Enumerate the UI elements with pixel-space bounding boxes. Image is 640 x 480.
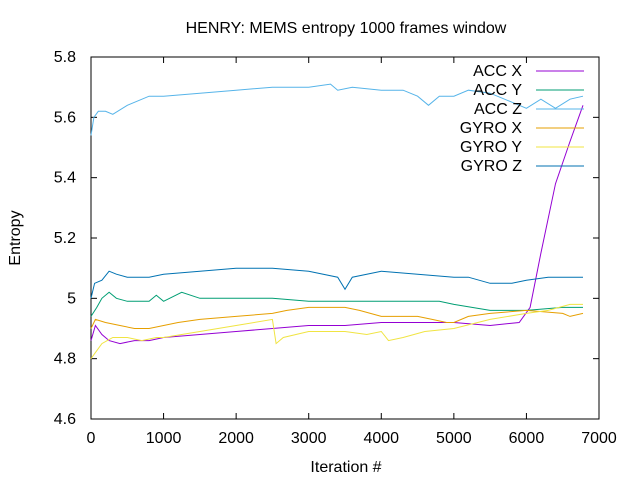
x-tick-label: 4000 [363,430,399,447]
x-tick-label: 1000 [146,430,182,447]
y-tick-label: 5.2 [54,230,76,247]
legend-label-acc-y: ACC Y [473,82,522,99]
chart-title: HENRY: MEMS entropy 1000 frames window [186,20,507,37]
legend-label-gyro-z: GYRO Z [461,158,523,175]
y-tick-label: 5.4 [54,170,76,187]
y-tick-label: 4.6 [54,411,76,428]
series-lines [90,83,584,359]
y-axis-title: Entropy [7,210,24,265]
y-tick-label: 4.8 [54,351,76,368]
x-tick-label: 3000 [291,430,327,447]
x-tick-label: 5000 [436,430,472,447]
x-axis-title: Iteration # [310,459,381,476]
x-tick-label: 0 [87,430,96,447]
legend-label-acc-x: ACC X [473,63,522,80]
series-line-acc-y [90,291,583,317]
y-tick-label: 5.8 [54,49,76,66]
series-line-acc-x [90,105,584,345]
legend-label-gyro-x: GYRO X [460,120,523,137]
axis-ticks: 0 1000 2000 3000 4000 5000 6000 7000 4.6 4.8 5 5.2 5… [54,49,617,447]
legend-label-acc-z: ACC Z [474,101,522,118]
series-line-acc-z [90,83,584,136]
x-tick-label: 7000 [581,430,617,447]
series-line-gyro-z [90,267,583,299]
plot-area-frame [90,56,600,420]
legend-label-gyro-y: GYRO Y [460,139,522,156]
x-tick-label: 2000 [218,430,254,447]
legend: ACC X ACC Y ACC Z GYRO X GYRO Y GYRO Z [460,63,584,175]
x-tick-label: 6000 [509,430,545,447]
series-line-gyro-x [90,306,584,329]
series-line-gyro-y [90,303,583,359]
y-tick-label: 5 [67,290,76,307]
y-tick-label: 5.6 [54,109,76,126]
